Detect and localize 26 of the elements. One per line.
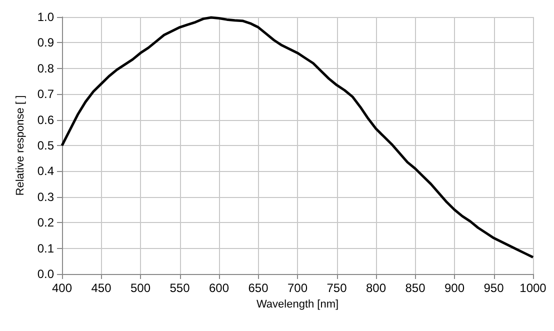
x-tick-label: 400 [52, 281, 72, 295]
x-tick-label: 650 [248, 281, 269, 295]
y-tick-label: 0.6 [37, 112, 54, 127]
y-tick-label: 0.3 [37, 190, 54, 204]
y-tick-label: 1.0 [37, 10, 54, 24]
x-tick-label: 550 [170, 281, 190, 295]
x-tick-label: 800 [366, 281, 386, 295]
y-tick-label: 0.8 [37, 61, 54, 76]
x-tick-label: 950 [484, 281, 504, 295]
x-tick-label: 750 [326, 281, 348, 295]
x-tick-label: 900 [444, 281, 465, 295]
x-tick-label: 700 [287, 281, 308, 295]
y-axis-title: Relative response [ ] [14, 95, 26, 196]
x-tick-label: 850 [405, 281, 426, 295]
y-tick-label: 0.9 [37, 36, 54, 50]
y-tick-label: 0.1 [37, 241, 54, 256]
x-tick-label: 1000 [520, 281, 547, 295]
x-tick-label: 600 [208, 281, 230, 295]
y-tick-label: 0.7 [37, 87, 54, 102]
y-tick-label: 0.2 [37, 216, 54, 230]
x-tick-label: 450 [91, 281, 112, 295]
y-tick-label: 0.0 [37, 267, 54, 281]
x-tick-label: 500 [130, 281, 151, 295]
y-tick-label: 0.4 [37, 164, 54, 178]
x-axis-title: Wavelength [nm] [256, 298, 339, 310]
y-tick-label: 0.5 [37, 138, 54, 152]
